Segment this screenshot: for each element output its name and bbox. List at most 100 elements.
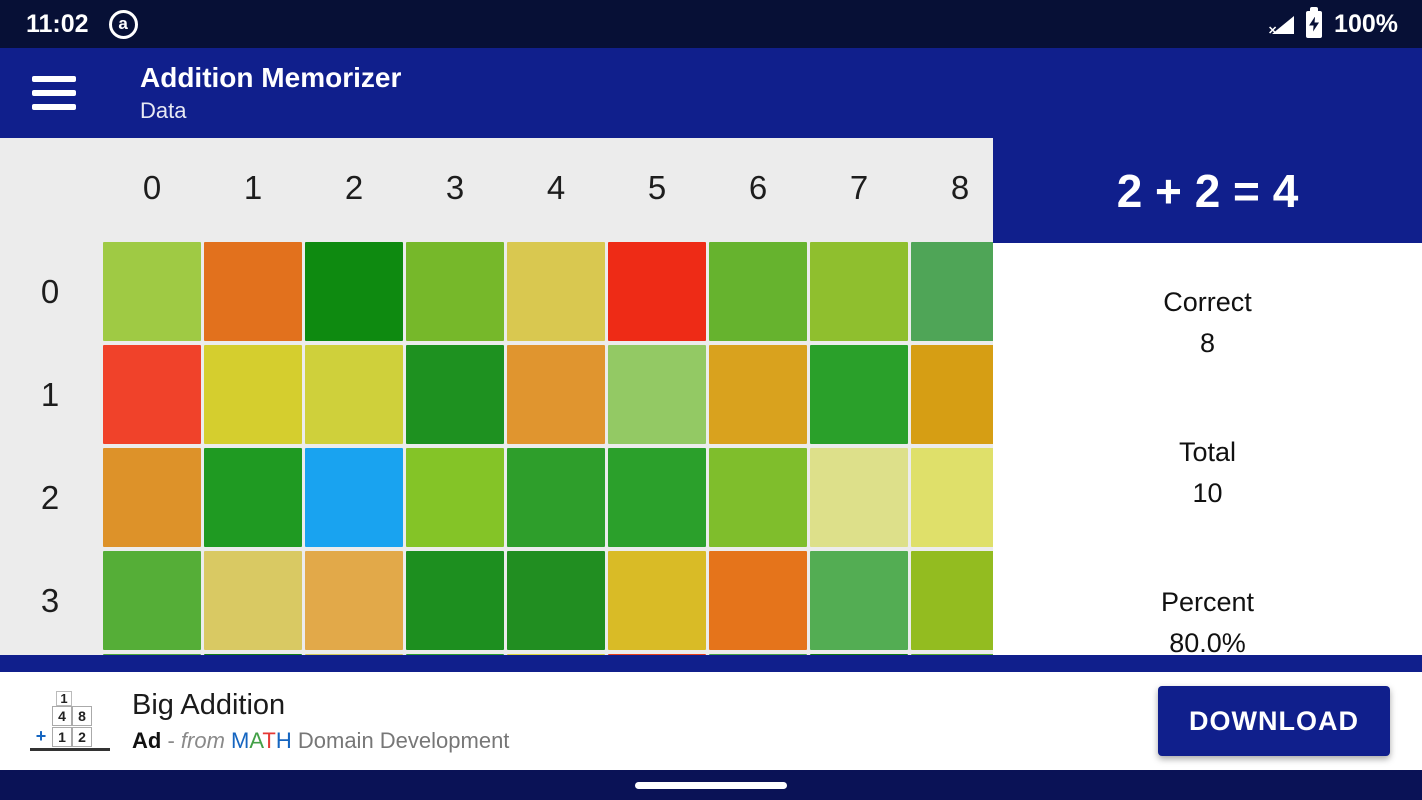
grid-cell[interactable] (305, 345, 403, 444)
bottom-addend: + 1 2 (30, 726, 110, 751)
stat-percent: Percent 80.0% (993, 587, 1422, 655)
grid-cell[interactable] (103, 242, 201, 341)
brand-letter: T (262, 727, 276, 753)
grid-cell[interactable] (608, 551, 706, 650)
grid-cell[interactable] (406, 448, 504, 547)
grid-cell[interactable] (810, 551, 908, 650)
carry-digit: 1 (56, 691, 72, 706)
ad-title: Big Addition (132, 688, 286, 721)
grid-cell[interactable] (507, 654, 605, 655)
grid-cell[interactable] (103, 448, 201, 547)
grid-cell[interactable] (810, 448, 908, 547)
grid-cell[interactable] (406, 551, 504, 650)
stat-value: 8 (1199, 328, 1216, 358)
digit-cell: 2 (72, 726, 92, 747)
clock: 11:02 (26, 9, 89, 38)
download-button[interactable]: DOWNLOAD (1158, 686, 1390, 756)
grid-cell[interactable] (305, 242, 403, 341)
grid-cell[interactable] (810, 242, 908, 341)
row-header: 3 (40, 581, 60, 619)
app-subtitle: Data (140, 98, 187, 124)
grid-corner (0, 138, 100, 238)
grid-cell[interactable] (103, 345, 201, 444)
detail-panel: 2 + 2 = 4 Correct 8 Total 10 Percent 80.… (993, 138, 1422, 655)
digit-cell: 1 (52, 726, 72, 747)
status-icons: ✕ 100% (1268, 6, 1398, 39)
data-grid-area: 01234567801234 (0, 138, 993, 655)
grid-cell[interactable] (709, 345, 807, 444)
grid-cell[interactable] (911, 551, 993, 650)
grid-cell[interactable] (305, 448, 403, 547)
grid-cell[interactable] (911, 448, 993, 547)
grid-cell[interactable] (204, 654, 302, 655)
grid-cell[interactable] (204, 345, 302, 444)
grid-cell[interactable] (204, 551, 302, 650)
stat-label: Percent (1160, 587, 1255, 617)
grid-cell[interactable] (406, 345, 504, 444)
ad-subtitle: Ad - from MATH Domain Development (132, 728, 509, 754)
grid-cell[interactable] (608, 448, 706, 547)
grid-cell[interactable] (709, 448, 807, 547)
col-header: 1 (243, 169, 263, 206)
stat-value: 10 (1192, 478, 1223, 508)
col-header: 6 (748, 169, 768, 206)
grid-cell[interactable] (406, 654, 504, 655)
grid-cell[interactable] (204, 242, 302, 341)
digit-cell: 8 (72, 706, 92, 726)
ad-from-text: from (180, 727, 225, 753)
col-header: 7 (849, 169, 869, 206)
ad-app-icon: 1 4 8 + 1 2 (30, 691, 110, 751)
no-data-x-icon: ✕ (1268, 24, 1278, 37)
row-header: 2 (40, 478, 60, 516)
stat-value: 80.0% (1169, 628, 1246, 655)
grid-cell[interactable] (507, 242, 605, 341)
grid-cell[interactable] (911, 242, 993, 341)
grid-cell[interactable] (709, 551, 807, 650)
ad-text-block: Big Addition Ad - from MATH Domain Devel… (132, 689, 509, 754)
grid-cell[interactable] (608, 345, 706, 444)
grid-cell[interactable] (608, 242, 706, 341)
brand-letter: M (231, 727, 250, 753)
app-bar: Addition Memorizer Data (0, 48, 1422, 138)
grid-cell[interactable] (709, 654, 807, 655)
ad-brand-name: MATH (231, 728, 292, 753)
addition-fact-grid: 01234567801234 (0, 138, 993, 655)
col-header: 4 (546, 169, 566, 206)
grid-cell[interactable] (507, 345, 605, 444)
app-bar-titles: Addition Memorizer Data (140, 62, 401, 124)
ad-banner[interactable]: 1 4 8 + 1 2 Big Addition Ad - from MATH … (0, 672, 1422, 770)
grid-cell[interactable] (305, 654, 403, 655)
grid-cell[interactable] (103, 551, 201, 650)
brand-letter: A (249, 727, 263, 753)
equation-header: 2 + 2 = 4 (993, 138, 1422, 243)
app-title: Addition Memorizer (140, 61, 402, 93)
stat-label: Correct (1163, 287, 1252, 317)
brand-letter: H (275, 727, 292, 753)
grid-cell[interactable] (406, 242, 504, 341)
grid-cell[interactable] (103, 654, 201, 655)
grid-cell[interactable] (608, 654, 706, 655)
menu-icon[interactable] (32, 76, 76, 110)
home-gesture-pill[interactable] (635, 782, 787, 789)
grid-cell[interactable] (507, 551, 605, 650)
col-header: 0 (142, 169, 162, 206)
grid-cell[interactable] (911, 654, 993, 655)
grid-cell[interactable] (709, 242, 807, 341)
stat-label: Total (1178, 437, 1237, 467)
stat-total: Total 10 (993, 437, 1422, 509)
top-addend: 4 8 (52, 706, 110, 726)
grid-cell[interactable] (204, 448, 302, 547)
grid-cell[interactable] (305, 551, 403, 650)
grid-cell[interactable] (507, 448, 605, 547)
grid-cell[interactable] (810, 654, 908, 655)
grid-cell[interactable] (810, 345, 908, 444)
signal-triangle-icon (1272, 15, 1295, 34)
stat-correct: Correct 8 (993, 287, 1422, 359)
row-header: 0 (40, 272, 60, 310)
charging-bolt-icon (1309, 16, 1320, 32)
ad-tag: Ad (132, 727, 162, 753)
app-notification-icon: a (108, 9, 138, 39)
ad-brand-suffix: Domain Development (297, 727, 510, 753)
grid-cell[interactable] (911, 345, 993, 444)
